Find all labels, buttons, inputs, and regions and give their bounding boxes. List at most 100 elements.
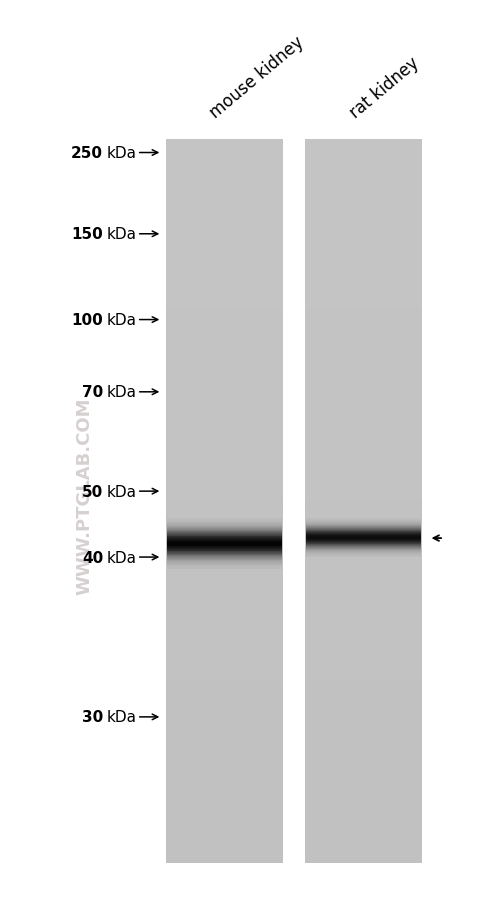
Bar [166,224,283,238]
Bar [305,188,422,202]
Bar [167,519,282,520]
Bar [306,548,421,550]
Bar [167,560,282,562]
Text: 50: 50 [82,484,103,499]
Bar [167,553,282,555]
Bar [305,778,422,791]
Bar [305,548,422,563]
Bar [166,296,283,310]
Bar [167,563,282,565]
Bar [166,850,283,863]
Bar [306,534,421,535]
Bar [306,540,421,542]
Bar [167,542,282,544]
Bar [167,538,282,540]
Bar [167,543,282,544]
Bar [166,525,283,538]
Bar [306,530,421,531]
Text: kDa: kDa [107,313,136,327]
Bar [306,551,421,553]
Bar [166,633,283,647]
Bar [166,381,283,394]
Bar [166,176,283,189]
Text: kDa: kDa [107,484,136,499]
Bar [166,741,283,755]
Bar [306,520,421,522]
Bar [167,520,282,522]
Bar [305,417,422,430]
Bar [305,212,422,226]
Bar [306,532,421,534]
Bar [166,584,283,599]
Bar [306,537,421,538]
Bar [305,633,422,647]
Bar [166,440,283,455]
Bar [167,561,282,563]
Bar [167,567,282,569]
Bar [305,837,422,851]
Bar [306,531,421,533]
Bar [167,540,282,542]
Bar [306,546,421,548]
Bar [167,551,282,553]
Bar [167,559,282,561]
Bar [167,548,282,550]
Bar [167,524,282,526]
Bar [166,814,283,827]
Bar [306,524,421,525]
Bar [167,553,282,554]
Text: kDa: kDa [107,227,136,242]
Bar [167,531,282,533]
Bar [306,539,421,541]
Bar [305,512,422,527]
Bar [306,526,421,527]
Bar [167,541,282,543]
Bar [166,597,283,611]
Bar [167,528,282,529]
Bar [166,320,283,334]
Bar [306,520,421,521]
Bar [305,814,422,827]
Bar [167,562,282,564]
Bar [167,529,282,530]
Text: 250: 250 [71,146,103,161]
Bar [166,392,283,406]
Bar [305,501,422,514]
Bar [166,164,283,178]
Bar [306,529,421,531]
Bar [305,248,422,262]
Bar [305,368,422,382]
Bar [166,200,283,214]
Bar [305,428,422,442]
Text: kDa: kDa [107,146,136,161]
Bar [167,532,282,534]
Bar [306,545,421,546]
Bar [305,584,422,599]
Bar [166,765,283,779]
Bar [166,417,283,430]
Bar [306,552,421,554]
Bar [306,527,421,529]
Bar [305,152,422,166]
Bar [305,621,422,635]
Bar [305,850,422,863]
Bar [306,544,421,546]
Bar [306,519,421,520]
Bar [167,529,282,531]
Bar [305,308,422,322]
Bar [306,556,421,557]
Bar [167,557,282,559]
Bar [306,547,421,548]
Bar [167,544,282,546]
Text: 40: 40 [82,550,103,565]
Text: kDa: kDa [107,710,136,724]
Bar [166,345,283,358]
Bar [167,539,282,541]
Bar [306,547,421,548]
Bar [166,453,283,466]
Bar [166,669,283,683]
Bar [305,200,422,214]
Bar [306,526,421,528]
Bar [167,533,282,535]
Bar [167,530,282,532]
